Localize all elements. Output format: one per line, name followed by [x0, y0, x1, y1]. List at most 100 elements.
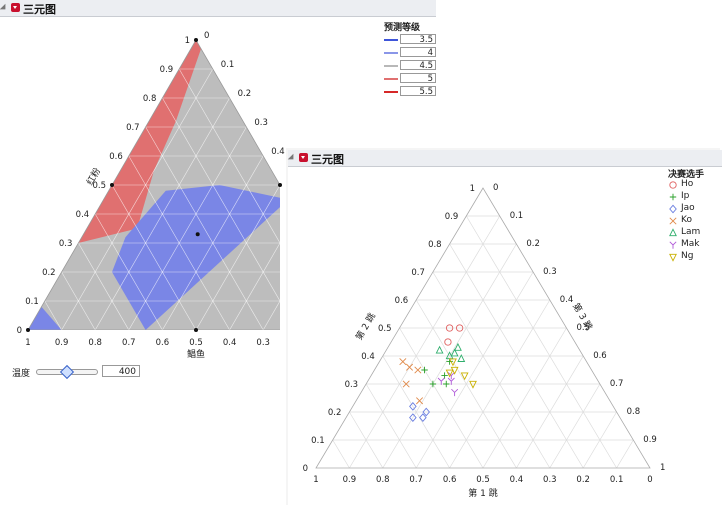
point-lam	[457, 354, 466, 362]
left-tick-label: 0.6	[109, 152, 123, 162]
window-title: 三元图	[23, 3, 56, 16]
point-jao	[409, 402, 417, 411]
point-ko	[414, 366, 422, 374]
point-ip	[441, 372, 448, 379]
left-tick-label: 0.4	[361, 352, 375, 362]
red-triangle-menu-icon[interactable]	[299, 153, 308, 162]
legend-value[interactable]: 3.5	[400, 34, 436, 45]
ternary-contour-plot[interactable]: 0 0.1 0.2 0.3 0.4 0.5 0.6 0.7 0.8 0.9 1 0.3 0.4 0.5 0.…	[0, 0, 436, 378]
region-5	[78, 40, 202, 243]
right-tick-label: 0.1	[221, 60, 235, 70]
window-header: 三元图	[287, 150, 722, 167]
grid-line	[616, 439, 634, 469]
bottom-tick-label: 0.6	[443, 475, 457, 485]
legend-title: 预测等级	[384, 23, 421, 33]
grid-line	[61, 271, 96, 330]
right-tick-label: 0.8	[627, 407, 641, 417]
plus-marker-icon	[669, 193, 677, 201]
bottom-tick-label: 0.3	[543, 475, 557, 485]
point-jao	[409, 413, 417, 422]
left-tick-label: 0.1	[311, 436, 325, 446]
right-tick-label: 0.6	[593, 351, 607, 361]
red-triangle-menu-icon[interactable]	[11, 3, 20, 12]
left-tick-label: 1	[185, 36, 190, 46]
ternary-scatter-plot[interactable]: 00.10.20.30.40.50.60.70.80.9100.10.20.30…	[288, 150, 722, 507]
legend-marker	[669, 181, 677, 189]
point-ng	[469, 380, 477, 389]
bottom-tick-label: 0.6	[156, 338, 170, 348]
left-tick-label: 0.2	[328, 408, 342, 418]
point-lam	[450, 348, 459, 357]
bottom-tick-label: 0.8	[88, 338, 102, 348]
grid-line	[94, 213, 163, 330]
grid-line	[516, 355, 584, 469]
grid-line	[111, 184, 197, 330]
point-ho	[455, 324, 464, 332]
right-tick-label: 0.2	[526, 239, 540, 249]
legend-marker	[669, 193, 677, 201]
grid-line	[145, 126, 264, 330]
legend-swatch	[384, 78, 398, 80]
grid-line	[178, 68, 280, 244]
legend-label: Jao	[681, 203, 695, 213]
legend-swatch	[384, 65, 398, 67]
grid-line	[78, 242, 130, 330]
legend-value[interactable]: 5	[400, 73, 436, 84]
legend-swatch	[384, 52, 398, 54]
point-ho	[445, 324, 454, 332]
legend-label: Ho	[681, 179, 694, 189]
legend-value[interactable]: 4.5	[400, 60, 436, 71]
grid-line	[128, 126, 247, 330]
point-ko	[406, 363, 414, 371]
right-tick-label: 1	[660, 463, 665, 473]
left-tick-label: 1	[470, 184, 475, 194]
legend-label: Ko	[681, 215, 692, 225]
left-tick-label: 0.4	[76, 210, 90, 220]
bottom-tick-label: 0.2	[576, 475, 590, 485]
left-axis-label: 第 2 跳	[353, 311, 378, 343]
grid-line	[365, 383, 417, 469]
axis-handle	[194, 328, 198, 332]
right-tick-label: 0.3	[543, 267, 557, 277]
grid-line	[382, 355, 450, 469]
temperature-input[interactable]: 400	[102, 365, 140, 377]
axis-handle	[195, 232, 200, 237]
point-mak	[437, 377, 445, 385]
legend-marker	[669, 204, 677, 214]
x-marker-icon	[669, 217, 677, 225]
window-title: 三元图	[311, 153, 344, 166]
grid-line	[61, 68, 214, 330]
right-tick-label: 0.4	[560, 295, 574, 305]
legend-label: Lam	[681, 227, 701, 237]
slider-label: 温度	[12, 369, 31, 379]
right-tick-label: 0.5	[577, 323, 591, 333]
legend-marker	[669, 253, 677, 262]
legend-label: Ip	[681, 191, 690, 201]
right-tick-label: 0.3	[254, 118, 268, 128]
grid-line	[349, 411, 384, 469]
legend-value[interactable]: 5.5	[400, 86, 436, 97]
bottom-tick-label: 0.1	[610, 475, 624, 485]
grid-line	[44, 300, 62, 330]
left-tick-label: 0.9	[445, 212, 459, 222]
y-marker-icon	[669, 241, 677, 249]
bottom-tick-label: 1	[313, 475, 318, 485]
left-tick-label: 0.1	[25, 297, 39, 307]
point-ko	[402, 380, 410, 388]
bottom-tick-label: 0.4	[510, 475, 524, 485]
legend-marker	[669, 241, 677, 249]
grid-line	[415, 271, 534, 469]
bottom-tick-label: 0.9	[55, 338, 69, 348]
bottom-tick-label: 0.3	[256, 338, 270, 348]
point-mak	[447, 372, 455, 380]
bottom-tick-label: 0.4	[223, 338, 237, 348]
left-tick-label: 0	[17, 326, 22, 336]
region-4	[112, 185, 280, 330]
legend-label: Ng	[681, 251, 694, 261]
legend-value[interactable]: 4	[400, 47, 436, 58]
left-tick-label: 0	[303, 464, 308, 474]
point-lam	[435, 345, 444, 354]
legend-swatch	[384, 91, 398, 93]
right-tick-label: 0	[493, 183, 498, 193]
grid-line	[482, 327, 567, 469]
